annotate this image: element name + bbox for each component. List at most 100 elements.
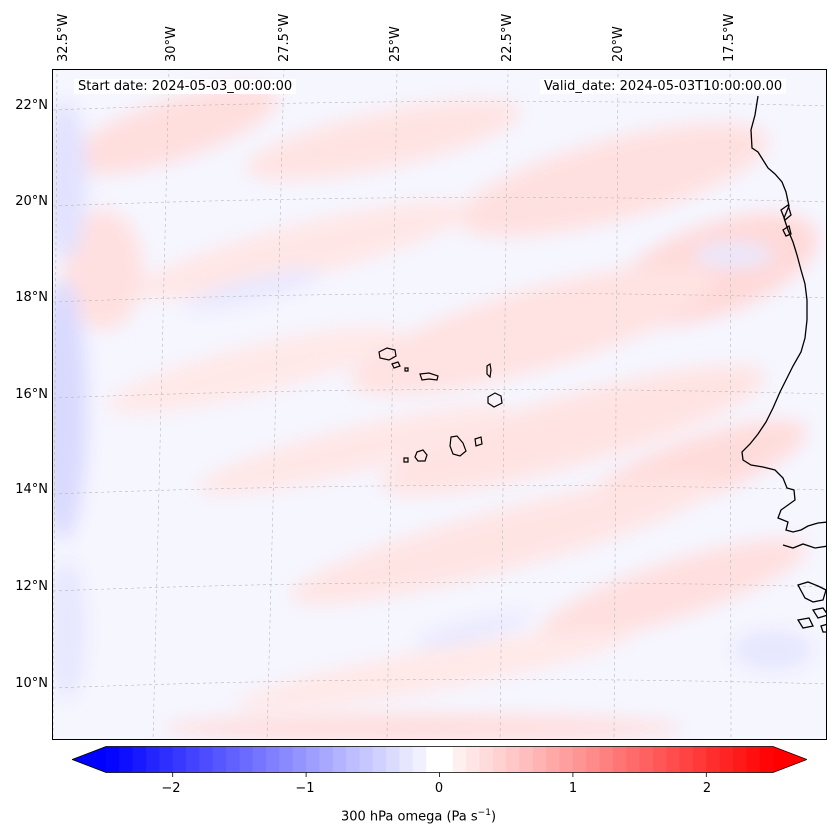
africa-coast-south <box>782 543 826 549</box>
lat-label-18n: 18°N <box>15 290 48 305</box>
colorbar-segment <box>306 746 320 773</box>
colorbar-segment <box>119 746 134 773</box>
colorbar-tick-2: 2 <box>702 781 712 796</box>
colorbar-segment <box>759 746 774 773</box>
colorbar-segment <box>666 746 681 773</box>
parallel-22n <box>53 101 826 111</box>
brava-island <box>403 457 409 463</box>
colorbar-label: 300 hPa omega (Pa s−1) <box>0 808 837 824</box>
colorbar-segment <box>146 746 160 773</box>
fogo-island <box>414 449 428 462</box>
lon-label-32-5w: 32.5°W <box>56 13 71 62</box>
meridian-27-5w <box>266 70 285 739</box>
valid-date-label: Valid_date: 2024-05-03T10:00:00.00 <box>540 79 787 94</box>
lat-label-22n: 22°N <box>15 98 48 113</box>
boa-vista-island <box>487 392 503 408</box>
santiago-island <box>449 435 467 457</box>
colorbar-segment <box>292 746 307 773</box>
colorbar-segment <box>586 746 601 773</box>
omega-field-map <box>53 70 826 739</box>
colorbar-segment <box>639 746 654 773</box>
colorbar-segment <box>359 746 374 773</box>
colorbar-segment <box>652 746 667 773</box>
lon-label-30w: 30°W <box>164 26 179 62</box>
lat-label-10n: 10°N <box>15 676 48 691</box>
colorbar-tick-minus-1: −1 <box>295 781 315 796</box>
lon-label-20w: 20°W <box>611 26 626 62</box>
colorbar-segment <box>239 746 254 773</box>
colorbar-segment <box>546 746 561 773</box>
sao-vicente-island <box>391 361 401 369</box>
colorbar-segment <box>559 746 574 773</box>
colorbar-segment <box>746 746 761 773</box>
colorbar-segment <box>599 746 614 773</box>
map-panel[interactable] <box>52 69 827 740</box>
lon-label-25w: 25°W <box>388 26 403 62</box>
colorbar-segment <box>106 746 120 773</box>
meridian-25w <box>386 70 398 739</box>
colorbar-segment <box>426 746 440 773</box>
colorbar-segment <box>439 746 454 773</box>
coastline <box>741 95 826 633</box>
colorbar-segment <box>372 746 387 773</box>
colorbar-tick-1: 1 <box>568 781 578 796</box>
colorbar-segment <box>172 746 187 773</box>
colorbar-segment <box>346 746 360 773</box>
colorbar-segment <box>199 746 214 773</box>
lon-label-27-5w: 27.5°W <box>277 13 292 62</box>
colorbar-label-close: ) <box>490 809 497 825</box>
colorbar-segment <box>532 746 547 773</box>
lat-label-16n: 16°N <box>15 387 48 402</box>
colorbar-segment <box>719 746 734 773</box>
lat-label-14n: 14°N <box>15 482 48 497</box>
africa-coast <box>741 95 826 533</box>
colorbar-tick-minus-2: −2 <box>161 781 181 796</box>
colorbar-segment <box>319 746 334 773</box>
colorbar-segment <box>412 746 427 773</box>
colorbar-segment <box>452 746 467 773</box>
colorbar-segment <box>506 746 521 773</box>
colorbar-segment <box>572 746 587 773</box>
colorbar-segment <box>399 746 414 773</box>
graticule <box>53 70 826 739</box>
parallel-12n <box>53 582 826 592</box>
colorbar-segment <box>279 746 294 773</box>
start-date-label: Start date: 2024-05-03_00:00:00 <box>74 79 297 94</box>
colorbar-segment <box>386 746 400 773</box>
parallel-18n <box>53 293 826 303</box>
colorbar-segment <box>252 746 267 773</box>
lon-label-22-5w: 22.5°W <box>500 13 515 62</box>
cape-verde-islands <box>378 347 503 463</box>
colorbar-segment <box>132 746 147 773</box>
colorbar-segment <box>692 746 707 773</box>
santo-antao-island <box>378 347 397 361</box>
colorbar-segment <box>332 746 347 773</box>
parallel-14n <box>53 485 826 495</box>
colorbar-segment <box>212 746 227 773</box>
lon-label-17-5w: 17.5°W <box>722 13 737 62</box>
colorbar-segment <box>679 746 694 773</box>
colorbar-extend-max <box>773 746 807 773</box>
colorbar-label-main: 300 hPa omega (Pa s <box>340 809 478 825</box>
colorbar-segment <box>466 746 481 773</box>
colorbar-segment <box>159 746 174 773</box>
meridian-32-5w <box>53 70 58 739</box>
colorbar-segment <box>626 746 641 773</box>
colorbar-extend-min <box>72 746 106 773</box>
meridian-30w <box>152 70 170 739</box>
meridian-17-5w <box>729 70 732 739</box>
colorbar-segment <box>266 746 280 773</box>
colorbar-segment <box>186 746 200 773</box>
colorbar-label-exponent: −1 <box>477 808 491 818</box>
sao-nicolau-island <box>419 372 439 381</box>
colorbar-segment <box>492 746 507 773</box>
parallel-10n <box>53 679 826 689</box>
parallel-20n <box>53 197 826 207</box>
colorbar <box>70 746 809 777</box>
lat-label-12n: 12°N <box>15 579 48 594</box>
maio-island <box>474 436 483 447</box>
meridian-22-5w <box>499 70 509 739</box>
africa-coast-islands-south <box>797 581 826 603</box>
meridian-20w <box>613 70 619 739</box>
colorbar-segment <box>732 746 747 773</box>
